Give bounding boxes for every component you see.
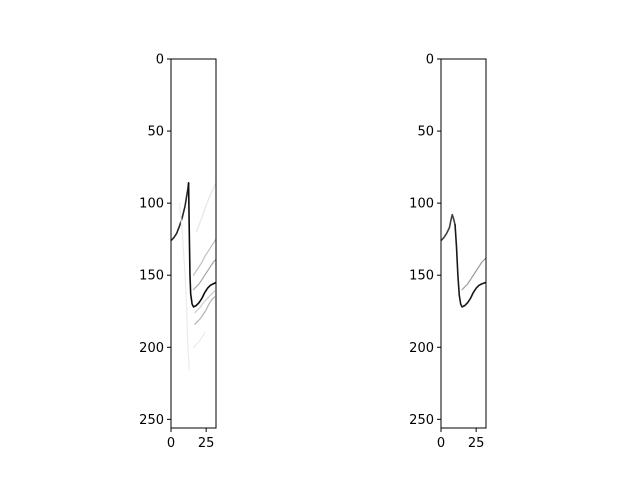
y-tick-label: 0 [426,53,434,68]
y-tick-label: 200 [139,341,164,356]
axes-frame [170,58,217,429]
y-tick-label: 250 [409,413,434,428]
intensity-trace [192,238,216,276]
x-tick-label: 25 [468,436,485,451]
x-tick-label: 0 [437,436,445,451]
intensity-trace [461,257,486,291]
intensity-trace [187,182,216,308]
x-tick-label: 25 [198,436,215,451]
y-tick-label: 50 [417,125,434,140]
y-tick-label: 200 [409,341,434,356]
intensity-trace [192,258,216,291]
intensity-trace [194,296,216,325]
y-tick-label: 150 [409,269,434,284]
y-tick-label: 100 [139,197,164,212]
intensity-trace [192,332,206,348]
intensity-trace [195,182,216,233]
plot-area [171,59,216,428]
y-tick-label: 150 [139,269,164,284]
intensity-trace [454,223,486,308]
intensity-trace [194,290,216,314]
y-tick-label: 0 [156,53,164,68]
axes-frame [440,58,487,429]
y-tick-label: 50 [147,125,164,140]
intensity-trace [441,213,456,242]
intensity-trace [171,182,190,242]
y-tick-label: 100 [409,197,434,212]
y-tick-label: 250 [139,413,164,428]
plot-area [441,59,486,428]
intensity-trace [178,202,190,370]
x-tick-label: 0 [167,436,175,451]
